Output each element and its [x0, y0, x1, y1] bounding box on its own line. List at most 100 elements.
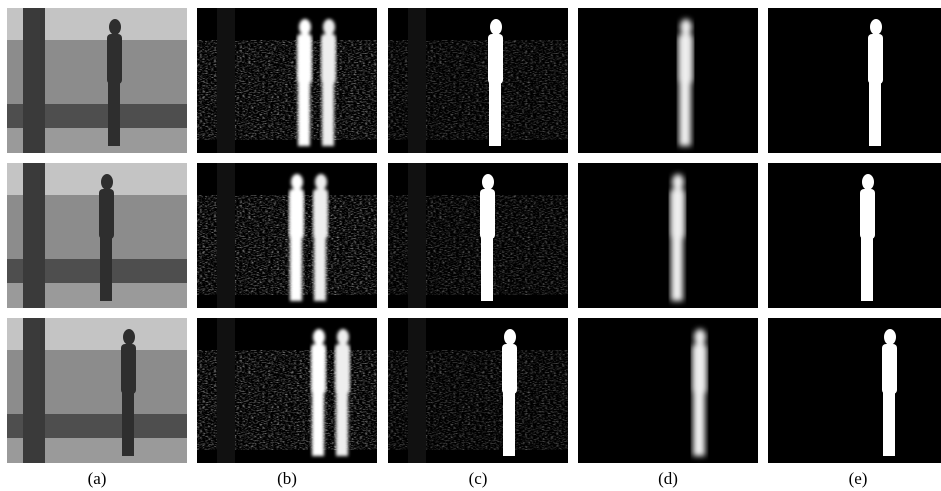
person — [670, 174, 685, 301]
panel — [197, 8, 377, 153]
person — [678, 19, 693, 146]
legs — [861, 237, 873, 301]
person — [882, 329, 897, 456]
head — [884, 329, 896, 345]
legs — [322, 82, 334, 146]
person — [692, 329, 707, 456]
panel — [578, 8, 758, 153]
head — [490, 19, 502, 35]
person — [860, 174, 875, 301]
person — [107, 19, 122, 146]
torso — [480, 189, 495, 239]
tree-trunk — [217, 318, 235, 463]
panel-label: (d) — [658, 469, 678, 488]
panel — [768, 318, 941, 463]
person — [868, 19, 883, 146]
head — [862, 174, 874, 190]
torso — [321, 34, 336, 84]
torso — [107, 34, 122, 84]
head — [482, 174, 494, 190]
panel — [388, 318, 568, 463]
legs — [503, 392, 515, 456]
background — [768, 163, 941, 308]
person-ghost — [335, 329, 350, 456]
panel — [388, 8, 568, 153]
panel — [768, 163, 941, 308]
tree-trunk — [408, 8, 426, 153]
legs — [312, 392, 324, 456]
head — [680, 19, 692, 35]
person — [488, 19, 503, 146]
torso — [692, 344, 707, 394]
head — [315, 174, 327, 190]
person-ghost — [311, 329, 326, 456]
panel — [7, 163, 187, 308]
tree-trunk — [217, 163, 235, 308]
torso — [313, 189, 328, 239]
background — [768, 318, 941, 463]
person-ghost — [313, 174, 328, 301]
head — [299, 19, 311, 35]
torso — [99, 189, 114, 239]
head — [672, 174, 684, 190]
legs — [693, 392, 705, 456]
legs — [298, 82, 310, 146]
torso — [882, 344, 897, 394]
torso — [311, 344, 326, 394]
legs — [122, 392, 134, 456]
background — [768, 8, 941, 153]
person — [480, 174, 495, 301]
panel — [197, 318, 377, 463]
tree-trunk — [23, 163, 45, 308]
legs — [679, 82, 691, 146]
legs — [314, 237, 326, 301]
tree-trunk — [23, 318, 45, 463]
person-ghost — [289, 174, 304, 301]
panel-label: (c) — [469, 469, 488, 488]
panel — [197, 163, 377, 308]
tree-trunk — [408, 163, 426, 308]
panel — [388, 163, 568, 308]
person — [121, 329, 136, 456]
torso — [678, 34, 693, 84]
head — [337, 329, 349, 345]
head — [101, 174, 113, 190]
legs — [869, 82, 881, 146]
head — [313, 329, 325, 345]
torso — [868, 34, 883, 84]
legs — [671, 237, 683, 301]
head — [109, 19, 121, 35]
torso — [121, 344, 136, 394]
head — [504, 329, 516, 345]
figure: (a) (b) (c) (d) (e) — [0, 0, 941, 491]
panel — [7, 8, 187, 153]
legs — [336, 392, 348, 456]
person — [99, 174, 114, 301]
panel — [768, 8, 941, 153]
person-ghost — [321, 19, 336, 146]
head — [123, 329, 135, 345]
panel-label: (b) — [277, 469, 297, 488]
legs — [108, 82, 120, 146]
legs — [489, 82, 501, 146]
torso — [289, 189, 304, 239]
panel-label: (e) — [849, 469, 868, 488]
panel — [7, 318, 187, 463]
background — [578, 8, 758, 153]
torso — [335, 344, 350, 394]
head — [291, 174, 303, 190]
tree-trunk — [217, 8, 235, 153]
legs — [481, 237, 493, 301]
torso — [860, 189, 875, 239]
legs — [883, 392, 895, 456]
panel — [578, 163, 758, 308]
background — [578, 318, 758, 463]
torso — [488, 34, 503, 84]
torso — [670, 189, 685, 239]
torso — [297, 34, 312, 84]
legs — [290, 237, 302, 301]
person-ghost — [297, 19, 312, 146]
tree-trunk — [23, 8, 45, 153]
head — [323, 19, 335, 35]
panel-label: (a) — [88, 469, 107, 488]
